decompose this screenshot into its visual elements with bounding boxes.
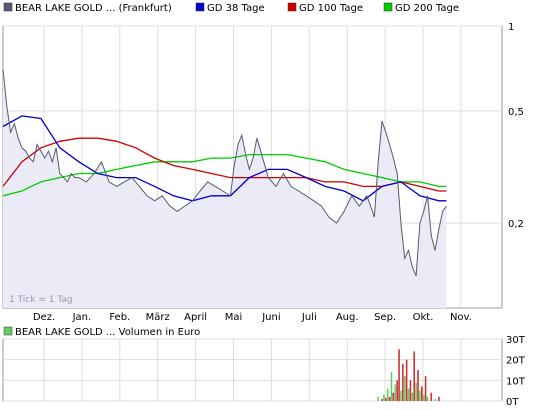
legend-swatch-gd38	[195, 2, 205, 12]
y-tick-label: 0,2	[508, 219, 524, 230]
volume-y-tick-label: 10T	[506, 376, 526, 387]
volume-bar	[396, 380, 398, 401]
legend-label-gd38: GD 38 Tage	[207, 3, 265, 14]
x-tick-label: Aug.	[336, 312, 359, 323]
volume-bar	[384, 397, 387, 401]
volume-bar	[398, 349, 400, 401]
volume-bar	[430, 392, 433, 401]
x-tick-label: Juli	[301, 312, 317, 323]
volume-bar	[419, 390, 421, 401]
volume-bar	[400, 390, 402, 401]
volume-bar	[434, 398, 436, 401]
volume-bar	[424, 376, 427, 401]
volume-plot-frame	[2, 338, 503, 402]
volume-bar	[403, 376, 406, 401]
volume-bar	[381, 398, 383, 401]
main-y-ticks: 1 0,5 0,2	[508, 22, 524, 230]
price-area-fill	[3, 69, 447, 308]
x-tick-label: Okt.	[413, 312, 434, 323]
volume-y-tick-label: 20T	[506, 356, 526, 367]
legend-swatch-gd200	[383, 2, 393, 12]
volume-bar	[415, 382, 417, 401]
volume-bar	[413, 351, 416, 401]
volume-y-tick-label: 30T	[506, 335, 526, 346]
volume-y-ticks: 30T 20T 10T 0T	[506, 335, 526, 408]
legend-label-price: BEAR LAKE GOLD ... (Frankfurt)	[15, 3, 172, 14]
volume-bar	[392, 392, 395, 401]
x-tick-label: Jan.	[72, 312, 92, 323]
volume-bar	[405, 359, 408, 401]
legend-swatch-gd100	[287, 2, 297, 12]
volume-bar	[426, 396, 429, 401]
volume-bar	[420, 386, 423, 401]
legend-label-volume: BEAR LAKE GOLD ... Volumen in Euro	[15, 327, 200, 338]
volume-bar	[409, 380, 412, 401]
volume-bar	[411, 392, 414, 401]
main-x-ticks: Dez. Jan. Feb. März April Mai Juni Juli Aug. Sep.…	[33, 312, 472, 323]
tick-annotation: 1 Tick = 1 Tag	[9, 295, 73, 305]
x-tick-label: Sep.	[374, 312, 396, 323]
x-tick-label: Nov.	[450, 312, 472, 323]
volume-bar	[438, 396, 440, 401]
volume-bar	[386, 388, 389, 401]
legend-swatch-price	[3, 2, 13, 12]
volume-legend: BEAR LAKE GOLD ... Volumen in Euro	[3, 326, 200, 338]
volume-bar	[394, 384, 397, 401]
x-tick-label: März	[146, 312, 170, 323]
legend-label-gd200: GD 200 Tage	[395, 3, 459, 14]
x-tick-label: Juni	[261, 312, 280, 323]
volume-bar	[390, 372, 393, 401]
price-line	[2, 69, 447, 277]
legend-label-gd100: GD 100 Tage	[299, 3, 363, 14]
x-tick-label: April	[184, 312, 207, 323]
volume-bar	[417, 370, 419, 401]
y-tick-label: 1	[508, 22, 514, 33]
volume-bar	[377, 396, 380, 401]
volume-grid	[3, 338, 502, 402]
volume-bar	[402, 363, 404, 401]
main-legend: BEAR LAKE GOLD ... (Frankfurt) GD 38 Tag…	[3, 2, 459, 14]
x-tick-label: Mai	[225, 312, 243, 323]
volume-bar	[407, 388, 410, 401]
volume-bar	[388, 396, 391, 401]
main-lines	[2, 69, 447, 277]
volume-bars	[377, 349, 440, 401]
price-area	[3, 69, 447, 308]
volume-y-tick-label: 0T	[506, 397, 519, 408]
volume-bar	[422, 394, 425, 401]
legend-swatch-volume	[3, 326, 13, 336]
x-tick-label: Dez.	[33, 312, 55, 323]
moving-average-line-3	[2, 153, 447, 197]
y-tick-label: 0,5	[508, 107, 524, 118]
x-tick-label: Feb.	[109, 312, 130, 323]
volume-bar	[383, 394, 385, 401]
